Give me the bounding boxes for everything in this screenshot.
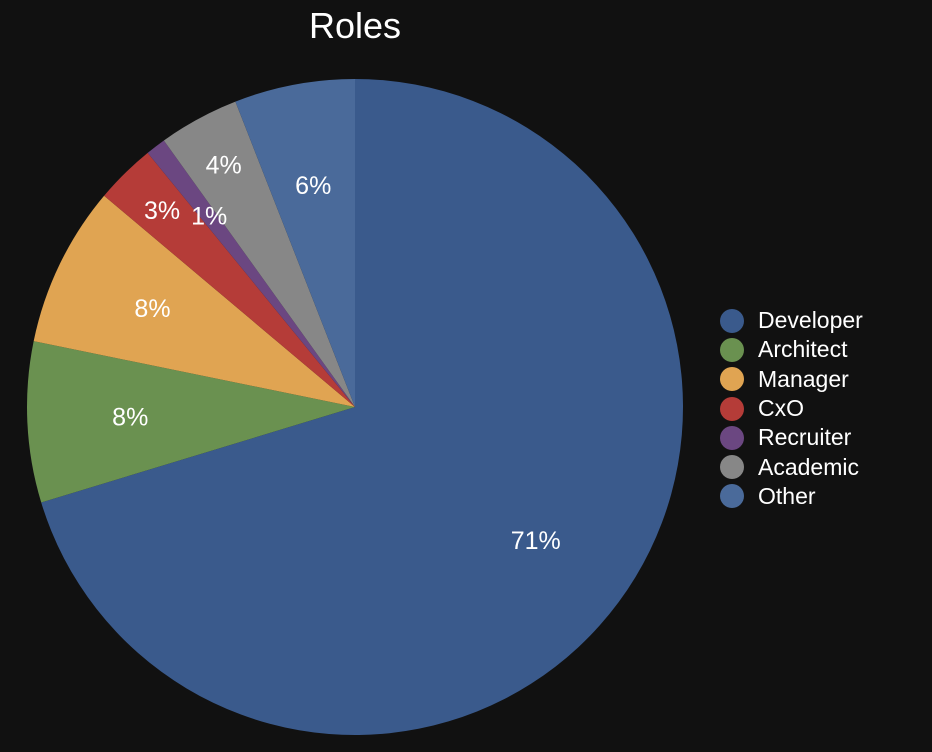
pie-slice-manager: [33, 195, 356, 407]
legend-swatch: [720, 425, 744, 450]
legend-label: Architect: [758, 336, 848, 363]
legend-swatch: [720, 484, 744, 509]
pie-slice-other: [235, 79, 355, 407]
legend-item-developer: Developer: [720, 306, 863, 335]
legend-label: CxO: [758, 395, 804, 422]
legend-label: Developer: [758, 307, 863, 334]
legend-item-manager: Manager: [720, 365, 863, 394]
legend-label: Recruiter: [758, 424, 852, 451]
legend-label: Other: [758, 482, 816, 509]
legend-item-cxo: CxO: [720, 394, 863, 423]
legend: Developer Architect Manager CxO Recruiter Aca…: [720, 306, 863, 511]
pie-slice-developer: [41, 79, 684, 735]
pie-slice-labels: 71% 8% 8% 3% 1% 4% 6%: [112, 151, 561, 555]
legend-label: Manager: [758, 365, 849, 392]
legend-item-academic: Academic: [720, 452, 863, 481]
legend-swatch: [720, 367, 744, 392]
legend-swatch: [720, 396, 744, 421]
pie-slice-cxo: [104, 152, 355, 407]
slice-label-developer: 71%: [511, 527, 561, 555]
slice-label-architect: 8%: [112, 403, 148, 431]
legend-swatch: [720, 455, 744, 480]
chart-title: Roles: [308, 5, 402, 46]
slice-label-academic: 4%: [206, 151, 242, 179]
pie-slice-architect: [26, 341, 356, 503]
pie-slice-recruiter: [147, 140, 355, 407]
legend-item-other: Other: [720, 482, 863, 511]
slice-label-cxo: 3%: [144, 197, 180, 225]
slice-label-manager: 8%: [134, 295, 170, 323]
legend-swatch: [720, 337, 744, 362]
legend-swatch: [720, 308, 744, 333]
pie-slice-academic: [163, 101, 355, 407]
legend-label: Academic: [758, 453, 859, 480]
legend-item-architect: Architect: [720, 335, 863, 364]
pie-slices: [26, 79, 684, 735]
slice-label-recruiter: 1%: [191, 202, 227, 230]
legend-item-recruiter: Recruiter: [720, 423, 863, 452]
slice-label-other: 6%: [295, 172, 331, 200]
